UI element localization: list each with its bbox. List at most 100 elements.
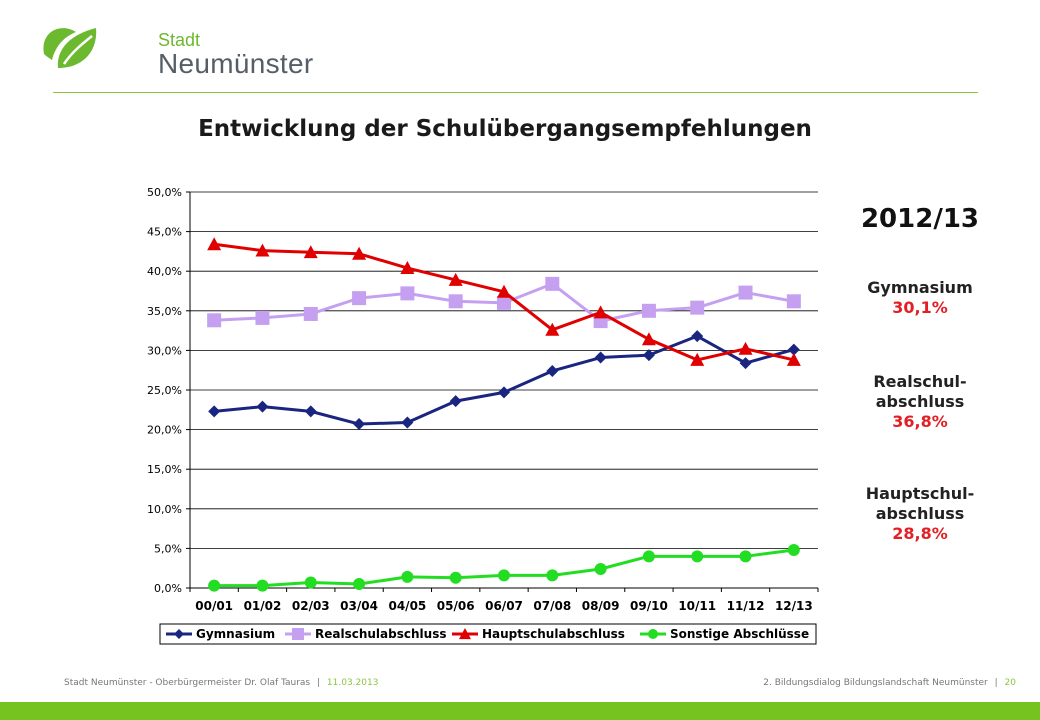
legend-swatch-marker (648, 629, 658, 639)
data-point-hauptschulabschluss (207, 237, 222, 251)
page-title: Entwicklung der Schulübergangsempfehlung… (198, 116, 812, 142)
data-point-sonstige-abschl-sse (691, 550, 704, 563)
footer-left: Stadt Neumünster - Oberbürgermeister Dr.… (64, 678, 378, 688)
bottom-brand-bar (0, 702, 1040, 720)
data-point-hauptschulabschluss (352, 246, 367, 260)
side-item-label: abschluss (875, 504, 965, 523)
data-point-realschulabschluss (497, 295, 511, 310)
footer-right: 2. Bildungsdialog Bildungslandschaft Neu… (763, 678, 1016, 688)
data-point-hauptschulabschluss (690, 352, 705, 366)
data-point-gymnasium (642, 349, 655, 362)
data-point-gymnasium (353, 418, 366, 431)
footer-page-number: 20 (1004, 678, 1016, 688)
data-point-realschulabschluss (303, 306, 318, 321)
data-point-realschulabschluss (400, 286, 415, 301)
x-tick-label: 02/03 (292, 599, 330, 613)
side-item-label: Gymnasium (867, 278, 973, 297)
footer-date: 11.03.2013 (326, 678, 379, 688)
y-tick-label: 45,0% (147, 226, 182, 239)
data-point-sonstige-abschl-sse (546, 569, 559, 582)
data-point-gymnasium (739, 357, 752, 370)
legend-swatch-marker (174, 629, 184, 639)
data-point-hauptschulabschluss (738, 341, 753, 355)
data-point-realschulabschluss (352, 291, 367, 306)
legend-entry: Sonstige Abschlüsse (670, 627, 809, 641)
data-point-hauptschulabschluss (303, 245, 318, 259)
city-logo: Stadt Neumünster (38, 14, 313, 84)
data-point-gymnasium (256, 400, 269, 413)
x-tick-label: 12/13 (775, 599, 813, 613)
legend-box (159, 623, 817, 645)
data-point-hauptschulabschluss (255, 243, 270, 257)
data-point-hauptschulabschluss (545, 322, 560, 336)
data-point-gymnasium (691, 330, 704, 343)
x-tick-label: 04/05 (388, 599, 426, 613)
x-tick-label: 03/04 (340, 599, 378, 613)
legend-swatch-marker (459, 628, 471, 640)
data-point-hauptschulabschluss (400, 261, 415, 274)
data-point-sonstige-abschl-sse (304, 576, 317, 589)
data-point-sonstige-abschl-sse (256, 579, 269, 592)
data-point-realschulabschluss (545, 276, 560, 291)
data-point-hauptschulabschluss (593, 305, 608, 319)
x-tick-label: 00/01 (195, 599, 233, 613)
footer-separator: | (317, 678, 321, 688)
side-item-hauptschule: Hauptschul- abschluss 28,8% (820, 484, 1020, 544)
side-year: 2012/13 (860, 204, 980, 234)
data-point-hauptschulabschluss (641, 332, 656, 346)
side-item-label: abschluss (875, 392, 965, 411)
y-tick-label: 5,0% (154, 542, 182, 555)
logo-text-stadt: Stadt (158, 30, 201, 50)
side-item-label: Hauptschul- (865, 484, 975, 503)
data-point-realschulabschluss (690, 300, 705, 315)
side-item-value: 36,8% (892, 412, 948, 431)
footer-event: 2. Bildungsdialog Bildungslandschaft Neu… (763, 678, 988, 688)
y-tick-label: 10,0% (147, 503, 182, 516)
y-tick-label: 30,0% (147, 344, 182, 357)
data-point-realschulabschluss (448, 294, 463, 309)
side-item-realschule: Realschul- abschluss 36,8% (820, 372, 1020, 432)
line-chart: 0,0% 5,0% 10,0% 15,0% 20,0% 25,0% 30,0% 35,0% 40… (147, 186, 819, 645)
footer-separator: | (994, 678, 998, 688)
x-tick-label: 11/12 (727, 599, 765, 613)
legend-entry: Hauptschulabschluss (482, 627, 625, 641)
data-point-realschulabschluss (786, 294, 801, 309)
footer-author: Stadt Neumünster - Oberbürgermeister Dr.… (64, 678, 311, 688)
data-point-realschulabschluss (641, 303, 656, 318)
data-point-gymnasium (546, 364, 559, 377)
data-point-sonstige-abschl-sse (353, 578, 366, 591)
y-tick-label: 40,0% (147, 265, 182, 278)
data-point-gymnasium (594, 351, 607, 364)
data-point-hauptschulabschluss (786, 352, 801, 366)
data-point-gymnasium (498, 386, 510, 399)
y-tick-label: 15,0% (147, 463, 182, 476)
x-tick-label: 05/06 (437, 599, 475, 613)
data-point-sonstige-abschl-sse (739, 550, 752, 563)
y-tick-label: 35,0% (147, 305, 182, 318)
legend-entry: Gymnasium (196, 627, 275, 641)
data-point-sonstige-abschl-sse (594, 562, 607, 575)
data-point-sonstige-abschl-sse (449, 571, 462, 584)
x-tick-label: 06/07 (485, 599, 523, 613)
data-point-realschulabschluss (255, 310, 270, 325)
series-line-gymnasium (214, 334, 795, 426)
data-point-gymnasium (304, 405, 317, 418)
side-item-gymnasium: Gymnasium 30,1% (820, 278, 1020, 318)
y-tick-label: 0,0% (154, 582, 182, 595)
data-point-gymnasium (787, 343, 800, 356)
side-item-value: 30,1% (892, 298, 948, 317)
data-point-realschulabschluss (738, 285, 753, 300)
x-tick-label: 01/02 (244, 599, 282, 613)
data-point-sonstige-abschl-sse (642, 550, 655, 563)
x-tick-label: 09/10 (630, 599, 668, 613)
y-tick-label: 50,0% (147, 186, 182, 199)
logo-text-neumuenster: Neumünster (158, 48, 314, 79)
data-point-sonstige-abschl-sse (401, 570, 414, 583)
side-item-value: 28,8% (892, 524, 948, 543)
x-tick-label: 08/09 (582, 599, 620, 613)
data-point-gymnasium (449, 395, 462, 408)
data-point-gymnasium (401, 416, 414, 429)
data-point-hauptschulabschluss (448, 272, 463, 286)
x-tick-label: 07/08 (533, 599, 571, 613)
legend-swatch-marker (292, 628, 304, 640)
